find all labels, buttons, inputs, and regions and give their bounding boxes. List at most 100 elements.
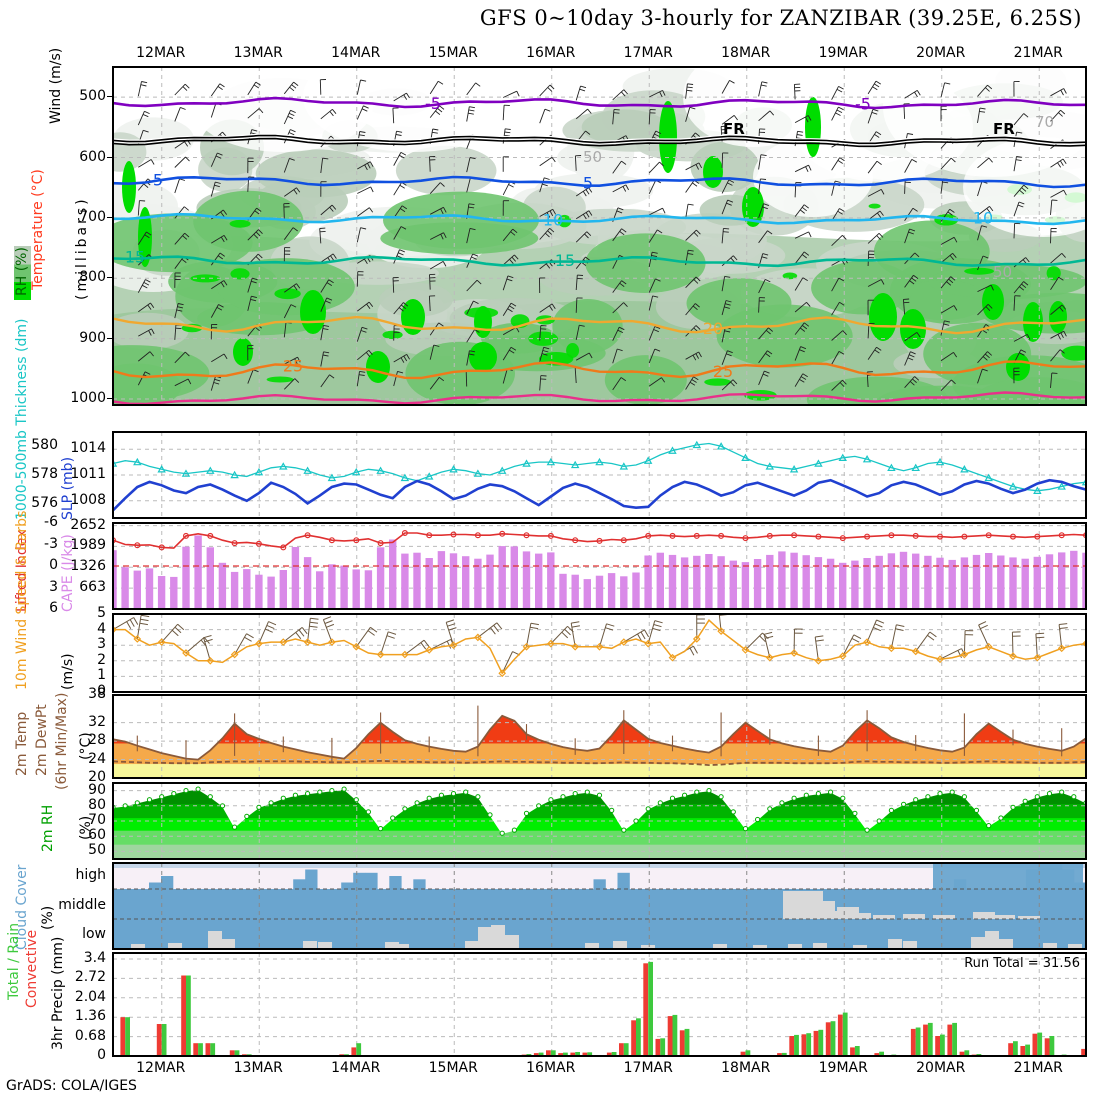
rh-marker (487, 812, 493, 818)
precip-bar-total (842, 1012, 848, 1056)
cloud-bar-low (853, 945, 867, 949)
cloud-bar-low (999, 939, 1013, 949)
upper-temp-label: Temperature (°C) (30, 169, 46, 290)
precip-conv-label: Convective (24, 929, 40, 1008)
temp-contour (113, 134, 1086, 145)
rh-marker (645, 806, 651, 812)
axis-tick-label: 900 (79, 329, 106, 346)
precip-bar-convective (1020, 1046, 1026, 1056)
rh-marker (463, 789, 469, 795)
axis-tick-label: 1008 (70, 491, 106, 508)
temp2m-panel (112, 694, 1087, 779)
date-label: 14MAR (331, 45, 381, 61)
axis-tick-label: 800 (79, 269, 106, 286)
rh-marker (791, 795, 797, 801)
cloud-bar-high (593, 879, 606, 890)
cape-bar (547, 552, 555, 609)
rh-marker (232, 824, 238, 830)
cape-bar (170, 576, 178, 609)
rh-marker (633, 818, 639, 824)
precip-bar-convective (813, 1030, 819, 1056)
rh-marker (450, 791, 457, 797)
cloud-bar-middle (903, 914, 925, 919)
svg-text:70: 70 (1035, 113, 1054, 131)
precip-bar-convective (837, 1014, 843, 1056)
rh-marker (755, 816, 761, 823)
axis-tick-label: 50 (88, 842, 106, 859)
axis-tick (107, 277, 112, 279)
date-label: 17MAR (623, 45, 673, 61)
precip-bar-convective (777, 1053, 782, 1056)
cape-bar (644, 555, 652, 609)
rh-marker (1022, 798, 1028, 804)
rh-marker (402, 806, 408, 812)
cape-bar (826, 558, 835, 609)
precip-bar-total (830, 1021, 836, 1056)
slp-thickness-panel (112, 431, 1087, 519)
cloud-bar-low (613, 941, 627, 949)
rh-marker (1046, 791, 1053, 797)
temp-contour (113, 315, 1086, 335)
rh-marker (560, 794, 566, 800)
cape-bar (279, 570, 287, 609)
precip-bar-total (940, 1034, 945, 1056)
precip-bar-total (648, 961, 653, 1056)
date-label: 21MAR (1013, 45, 1063, 61)
axis-tick-label: 500 (79, 88, 106, 105)
dewpt2m-label: 2m DewPt (34, 704, 50, 776)
cape-bar (620, 576, 628, 609)
precip-bar-total (210, 1043, 216, 1056)
cape-bar (632, 572, 640, 609)
cloud-cover-panel (112, 862, 1087, 950)
rh-marker (390, 815, 396, 821)
svg-text:50: 50 (993, 263, 1012, 281)
rh-marker (657, 800, 663, 806)
precip-bar-convective (667, 1016, 673, 1056)
cape-bar (559, 573, 567, 609)
rh-marker (584, 789, 590, 795)
date-label: 17MAR (623, 1060, 673, 1076)
cape-bar (1045, 554, 1054, 609)
cloud-bar-middle (825, 911, 847, 919)
axis-tick-label: 1989 (70, 537, 106, 554)
temp-line (113, 714, 1086, 761)
svg-text:25: 25 (283, 356, 303, 375)
rh-marker (1010, 804, 1016, 810)
date-label: 21MAR (1013, 1060, 1063, 1076)
cloud-bar-middle (873, 915, 895, 919)
rh-marker (925, 794, 931, 800)
cape-bar (863, 558, 871, 609)
upper-rh-label-text: RH (%) (14, 247, 30, 296)
rh-marker (219, 803, 226, 809)
rh-marker (475, 794, 481, 800)
wind-barbs-upper (137, 79, 1067, 392)
precip-bar-total (672, 1014, 678, 1056)
cloud-bar-high (149, 882, 162, 889)
cape-bar (656, 552, 664, 609)
cape-bar (571, 574, 579, 609)
freezing-level-label: FR (723, 120, 745, 138)
rh-marker (864, 827, 870, 833)
cloud-bar-low (478, 927, 492, 949)
precip-total-label: Total / Rain (6, 922, 22, 1000)
cloud-bar-middle (1018, 916, 1040, 919)
cape-bar (437, 551, 446, 609)
cape-bar (510, 546, 518, 609)
date-label: 15MAR (428, 45, 478, 61)
precip-bar-convective (959, 1051, 965, 1056)
axis-tick-label: 3 (97, 636, 106, 653)
precip-bar-convective (923, 1024, 928, 1056)
dewpt-line (113, 759, 1086, 767)
cloud-bar-low (208, 931, 222, 949)
axis-tick-label: 2652 (70, 516, 106, 533)
precip-bar-total (806, 1033, 812, 1056)
precip-bar-convective (655, 1038, 661, 1056)
cape-bar (243, 569, 251, 609)
precip-bar-total (1013, 1041, 1018, 1056)
date-label: 12MAR (136, 1060, 186, 1076)
precip-bar-total (636, 1018, 641, 1056)
precip-bar-convective (582, 1052, 588, 1056)
precip-bar-convective (935, 1036, 940, 1056)
rh-marker (146, 797, 153, 803)
axis-tick-label: 70 (88, 812, 106, 828)
